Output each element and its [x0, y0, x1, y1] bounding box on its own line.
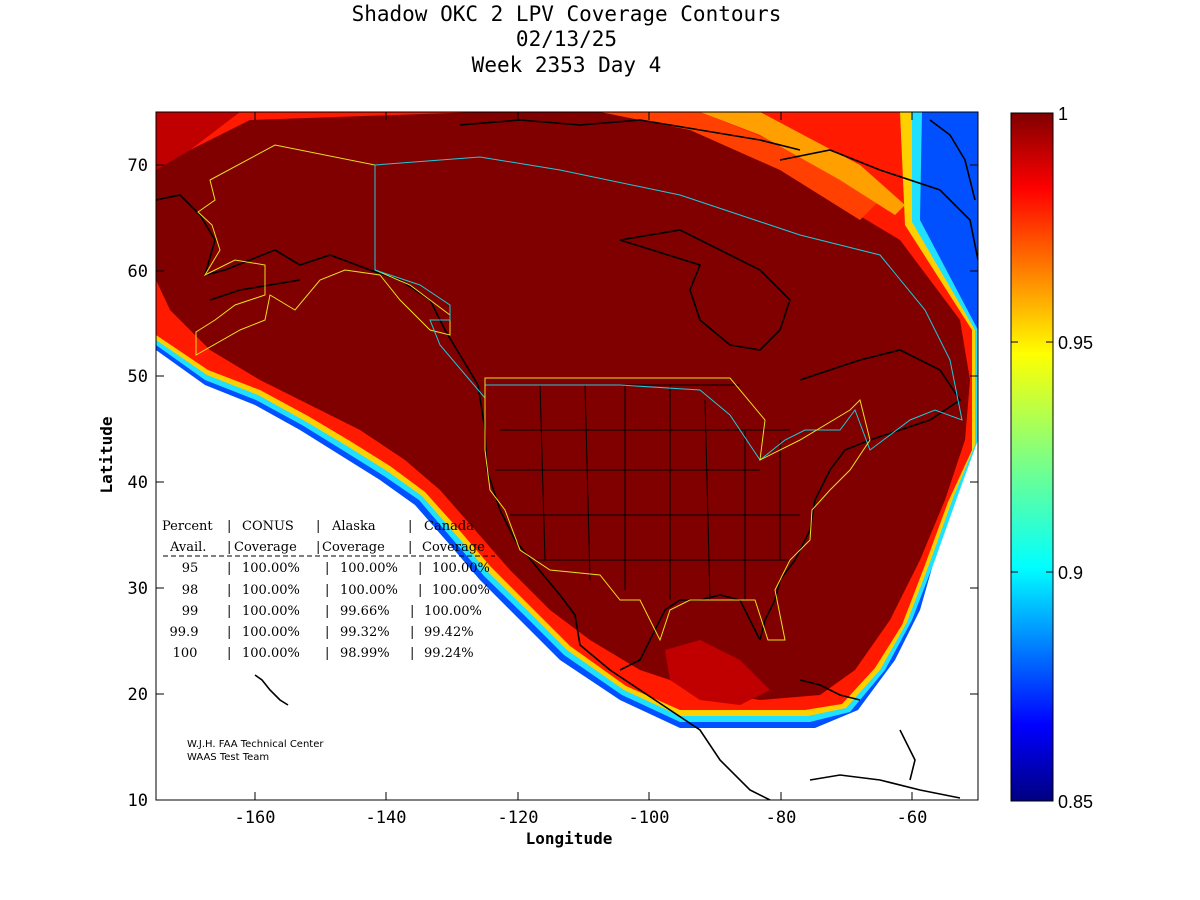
svg-text:|: | [410, 646, 414, 661]
table-header-coverage: Coverage [322, 540, 385, 555]
table-header-canada: Canada [424, 519, 474, 534]
table-header-coverage: Coverage [234, 540, 297, 555]
table-cell: 98.99% [340, 646, 390, 661]
y-tick-label: 30 [128, 579, 148, 599]
svg-text:|: | [418, 583, 422, 598]
table-cell: 99.9 [170, 625, 199, 640]
y-tick-label: 60 [128, 262, 148, 282]
table-cell: 95 [182, 561, 199, 576]
y-tick-label: 20 [128, 685, 148, 705]
y-tick-label: 70 [128, 156, 148, 176]
svg-text:|: | [325, 561, 329, 576]
table-cell: 100.00% [424, 604, 482, 619]
table-cell: 100.00% [242, 604, 300, 619]
colorbar-tick-label: 0.9 [1058, 563, 1083, 583]
x-tick-marks [254, 112, 913, 800]
table-cell: 100.00% [340, 561, 398, 576]
colorbar-tick-label: 0.95 [1058, 333, 1093, 353]
table-cell: 99.66% [340, 604, 390, 619]
table-cell: 99.32% [340, 625, 390, 640]
table-cell: 100.00% [242, 625, 300, 640]
coverage-contours [156, 112, 978, 800]
plot-frame [155, 111, 979, 801]
table-cell: 100.00% [242, 561, 300, 576]
state-borders [485, 384, 800, 601]
table-cell: 99.24% [424, 646, 474, 661]
table-header-conus: CONUS [242, 519, 294, 534]
svg-text:|: | [227, 561, 231, 576]
y-tick-label: 50 [128, 367, 148, 387]
x-axis-label: Longitude [526, 829, 613, 848]
svg-text:|: | [325, 625, 329, 640]
x-tick-label: -60 [897, 808, 928, 828]
chart-week-day: Week 2353 Day 4 [471, 53, 662, 77]
table-header-avail: Avail. [169, 540, 206, 555]
coverage-table: Percent | CONUS | Alaska | Canada Avail.… [162, 519, 495, 661]
x-tick-label: -160 [235, 808, 276, 828]
y-tick-marks [156, 164, 978, 801]
y-axis-label: Latitude [97, 416, 116, 493]
x-tick-label: -80 [766, 808, 797, 828]
x-tick-label: -100 [629, 808, 670, 828]
table-cell: 99.42% [424, 625, 474, 640]
table-cell: 100.00% [432, 561, 490, 576]
colorbar-tick-label: 1 [1058, 104, 1068, 124]
conus-boundary [484, 377, 871, 642]
svg-text:|: | [325, 604, 329, 619]
svg-text:|: | [227, 604, 231, 619]
svg-text:|: | [325, 583, 329, 598]
table-cell: 100.00% [242, 583, 300, 598]
table-header-coverage: Coverage [422, 540, 485, 555]
svg-text:|: | [316, 519, 320, 534]
colorbar-tick-label: 0.85 [1058, 792, 1093, 812]
svg-text:|: | [410, 604, 414, 619]
chart-title: Shadow OKC 2 LPV Coverage Contours [351, 2, 782, 26]
coastlines [156, 119, 978, 800]
colorbar-ticks [1011, 341, 1053, 573]
svg-text:|: | [227, 540, 231, 555]
x-tick-label: -140 [366, 808, 407, 828]
svg-text:|: | [316, 540, 320, 555]
svg-text:|: | [227, 625, 231, 640]
contour-max-coverage [156, 112, 970, 700]
credit-line-1: W.J.H. FAA Technical Center [187, 739, 324, 750]
table-cell: 100.00% [432, 583, 490, 598]
y-tick-label: 40 [128, 473, 148, 493]
svg-text:|: | [227, 519, 231, 534]
chart-date: 02/13/25 [515, 27, 618, 51]
alaska-boundary [195, 144, 451, 356]
svg-text:|: | [418, 561, 422, 576]
table-cell: 99 [182, 604, 199, 619]
y-tick-label: 10 [128, 791, 148, 811]
svg-text:|: | [408, 540, 412, 555]
svg-text:|: | [325, 646, 329, 661]
table-cell: 100.00% [340, 583, 398, 598]
colorbar [1010, 112, 1054, 802]
table-cell: 100 [173, 646, 198, 661]
svg-text:|: | [408, 519, 412, 534]
svg-text:|: | [410, 625, 414, 640]
table-cell: 98 [182, 583, 199, 598]
svg-text:|: | [227, 646, 231, 661]
table-cell: 100.00% [242, 646, 300, 661]
table-header-percent: Percent [162, 519, 213, 534]
credit-line-2: WAAS Test Team [187, 752, 269, 763]
svg-text:|: | [227, 583, 231, 598]
canada-boundary [374, 156, 963, 461]
table-header-alaska: Alaska [331, 519, 376, 534]
x-tick-label: -120 [498, 808, 539, 828]
